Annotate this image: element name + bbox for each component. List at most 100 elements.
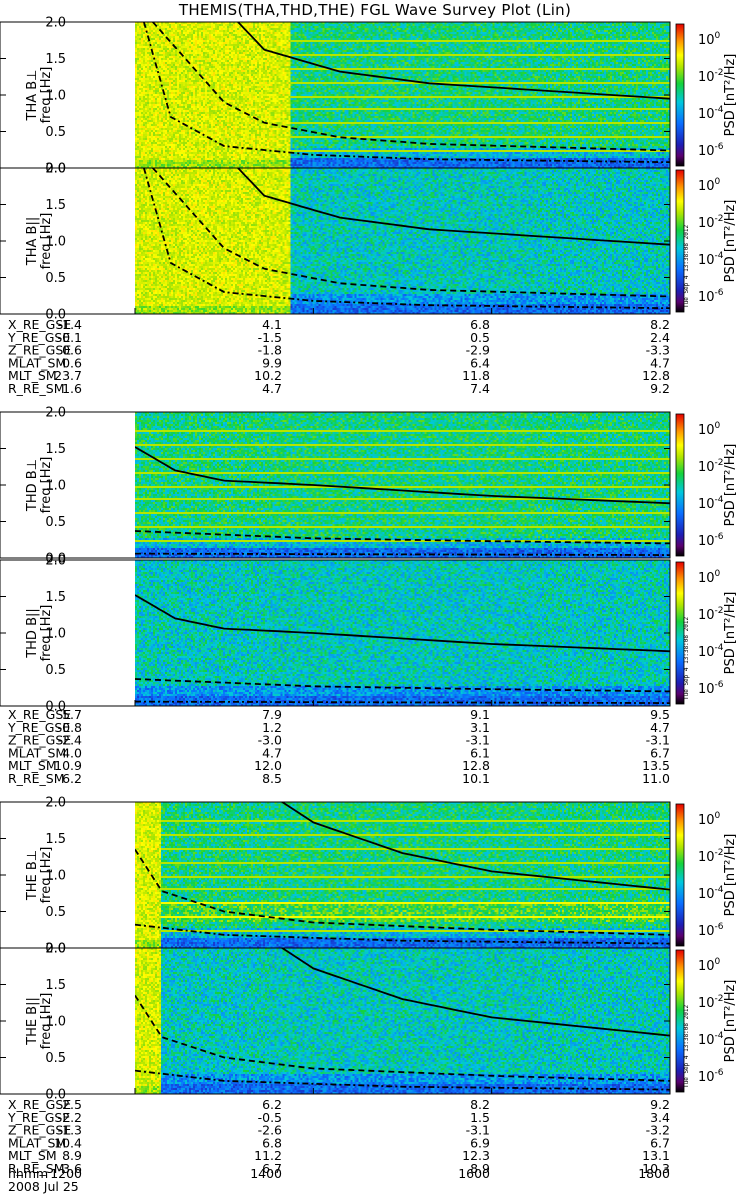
- ephemeris-value: 6.8: [262, 1135, 282, 1150]
- ephemeris-value: 0.6: [62, 355, 82, 370]
- colorbar-tick: 100: [698, 811, 721, 828]
- colorbar-tick: 10-4: [698, 251, 724, 268]
- ephemeris-value: 6.8: [470, 317, 490, 332]
- colorbar-tick: 10-2: [698, 994, 724, 1011]
- ephemeris-value: 2.5: [62, 1097, 82, 1112]
- freq-axis-label: freq [Hz]: [39, 605, 54, 662]
- colorbar-3: [675, 561, 685, 705]
- ephemeris-value: 9.1: [470, 707, 490, 722]
- ephemeris-value: 8.2: [470, 1097, 490, 1112]
- ephemeris-label: X_RE_GSE: [8, 317, 71, 332]
- colorbar-label: PSD [nT²/Hz]: [723, 54, 738, 137]
- colorbar-tick: 10-2: [698, 68, 724, 85]
- ytick-label: 0.0: [45, 308, 66, 323]
- ephemeris-value: -2.6: [258, 1123, 282, 1138]
- ephemeris-value: -3.0: [258, 733, 282, 748]
- colorbar-label: PSD [nT²/Hz]: [723, 200, 738, 283]
- ephemeris-value: 5.7: [62, 707, 82, 722]
- colorbar-4: [675, 803, 685, 947]
- curve-tenth-fg-3: [135, 700, 670, 704]
- ytick-label: 1.0: [45, 1015, 66, 1030]
- ephemeris-label: Z_RE_GSE: [8, 733, 71, 748]
- ephemeris-label: Z_RE_GSE: [8, 1123, 71, 1138]
- ytick-label: 1.5: [45, 52, 66, 67]
- ytick-label: 1.5: [45, 198, 66, 213]
- ephemeris-value: 7.4: [470, 381, 490, 396]
- ytick-label: 0.0: [45, 700, 66, 715]
- ephemeris-value: 13.1: [642, 1148, 670, 1163]
- ephemeris-label: R_RE_SM: [8, 1161, 65, 1176]
- ytick-label: 0.0: [45, 1088, 66, 1103]
- ephemeris-value: -3.1: [466, 1123, 490, 1138]
- ephemeris-label: MLAT_SM: [8, 745, 66, 760]
- curve-fg-5: [280, 948, 670, 1037]
- ephemeris-value: 13.5: [642, 758, 670, 773]
- ephemeris-value: 9.9: [262, 355, 282, 370]
- ephemeris-value: 10.9: [54, 758, 82, 773]
- ephemeris-value: 6.1: [470, 745, 490, 760]
- colorbar-label: PSD [nT²/Hz]: [723, 444, 738, 527]
- colorbar-2: [675, 413, 685, 557]
- curve-half-fg-1: [152, 168, 670, 298]
- colorbar-tick: 10-4: [698, 495, 724, 512]
- ytick-label: 1.5: [45, 832, 66, 847]
- ephemeris-value: 6.2: [262, 1097, 282, 1112]
- ephemeris-label: MLAT_SM: [8, 355, 66, 370]
- panel-label-4: THE B⊥: [25, 850, 40, 901]
- ephemeris-label: R_RE_SM: [8, 381, 65, 396]
- ephemeris-value: 4.7: [262, 381, 282, 396]
- ephemeris-value: 10.4: [54, 1135, 82, 1150]
- ephemeris-value: 12.0: [254, 758, 282, 773]
- ytick-label: 0.5: [45, 515, 66, 530]
- ytick-label: 0.0: [45, 552, 66, 567]
- ephemeris-label: MLT_SM: [8, 368, 57, 383]
- ephemeris-value: -3.1: [646, 733, 670, 748]
- ephemeris-value: 9.5: [650, 707, 670, 722]
- freq-axis-label: freq [Hz]: [39, 213, 54, 270]
- spectrogram-4: [135, 802, 670, 948]
- ephemeris-value: -2.2: [58, 1110, 82, 1125]
- ephemeris-label: X_RE_GSE: [8, 1097, 71, 1112]
- ephemeris-value: 9.2: [650, 1097, 670, 1112]
- panel-label-3: THD B||: [25, 608, 40, 659]
- panel-label-5: THE B||: [25, 997, 40, 1046]
- ytick-label: 1.5: [45, 978, 66, 993]
- ephemeris-value: 11.2: [254, 1148, 282, 1163]
- ytick-label: 0.0: [45, 942, 66, 957]
- curve-fg-0: [236, 22, 670, 100]
- ephemeris-value: 6.7: [650, 1135, 670, 1150]
- colorbar-tick: 10-4: [698, 643, 724, 660]
- time-tick-label: 1200: [50, 1166, 82, 1181]
- ephemeris-value: 4.7: [650, 720, 670, 735]
- ephemeris-value: -3.1: [466, 733, 490, 748]
- ephemeris-value: -2.9: [466, 343, 490, 358]
- curve-fg-3: [135, 594, 670, 653]
- colorbar-tick: 10-6: [698, 532, 724, 549]
- ephemeris-value: 7.9: [262, 707, 282, 722]
- ephemeris-value: 1.5: [470, 1110, 490, 1125]
- ephemeris-value: 8.5: [262, 771, 282, 786]
- curve-half-fg-4: [135, 849, 670, 936]
- ephemeris-value: -0.5: [258, 1110, 282, 1125]
- curve-tenth-fg-2: [135, 552, 670, 556]
- spectrogram-5: [135, 948, 670, 1094]
- ephemeris-value: 12.3: [462, 1148, 490, 1163]
- ephemeris-value: 10.2: [254, 368, 282, 383]
- ephemeris-value: 8.9: [470, 1161, 490, 1176]
- ephemeris-value: -0.8: [58, 720, 82, 735]
- ephemeris-label: Y_RE_GSE: [7, 330, 70, 345]
- curve-tenth-fg-4: [135, 923, 670, 945]
- colorbar-tick: 10-6: [698, 680, 724, 697]
- ytick-label: 0.5: [45, 271, 66, 286]
- ephemeris-label: X_RE_GSE: [8, 707, 71, 722]
- ephemeris-value: 2.4: [650, 330, 670, 345]
- ephemeris-value: 4.7: [650, 355, 670, 370]
- ephemeris-label: MLT_SM: [8, 1148, 57, 1163]
- timestamp-stamp: Tue Sep 4 13:38:08 2012: [683, 1005, 690, 1088]
- ephemeris-value: 6.7: [650, 745, 670, 760]
- ephemeris-value: -2.4: [58, 733, 82, 748]
- ephemeris-value: 6.2: [62, 771, 82, 786]
- ephemeris-value: 4.7: [262, 745, 282, 760]
- colorbar-label: PSD [nT²/Hz]: [723, 592, 738, 675]
